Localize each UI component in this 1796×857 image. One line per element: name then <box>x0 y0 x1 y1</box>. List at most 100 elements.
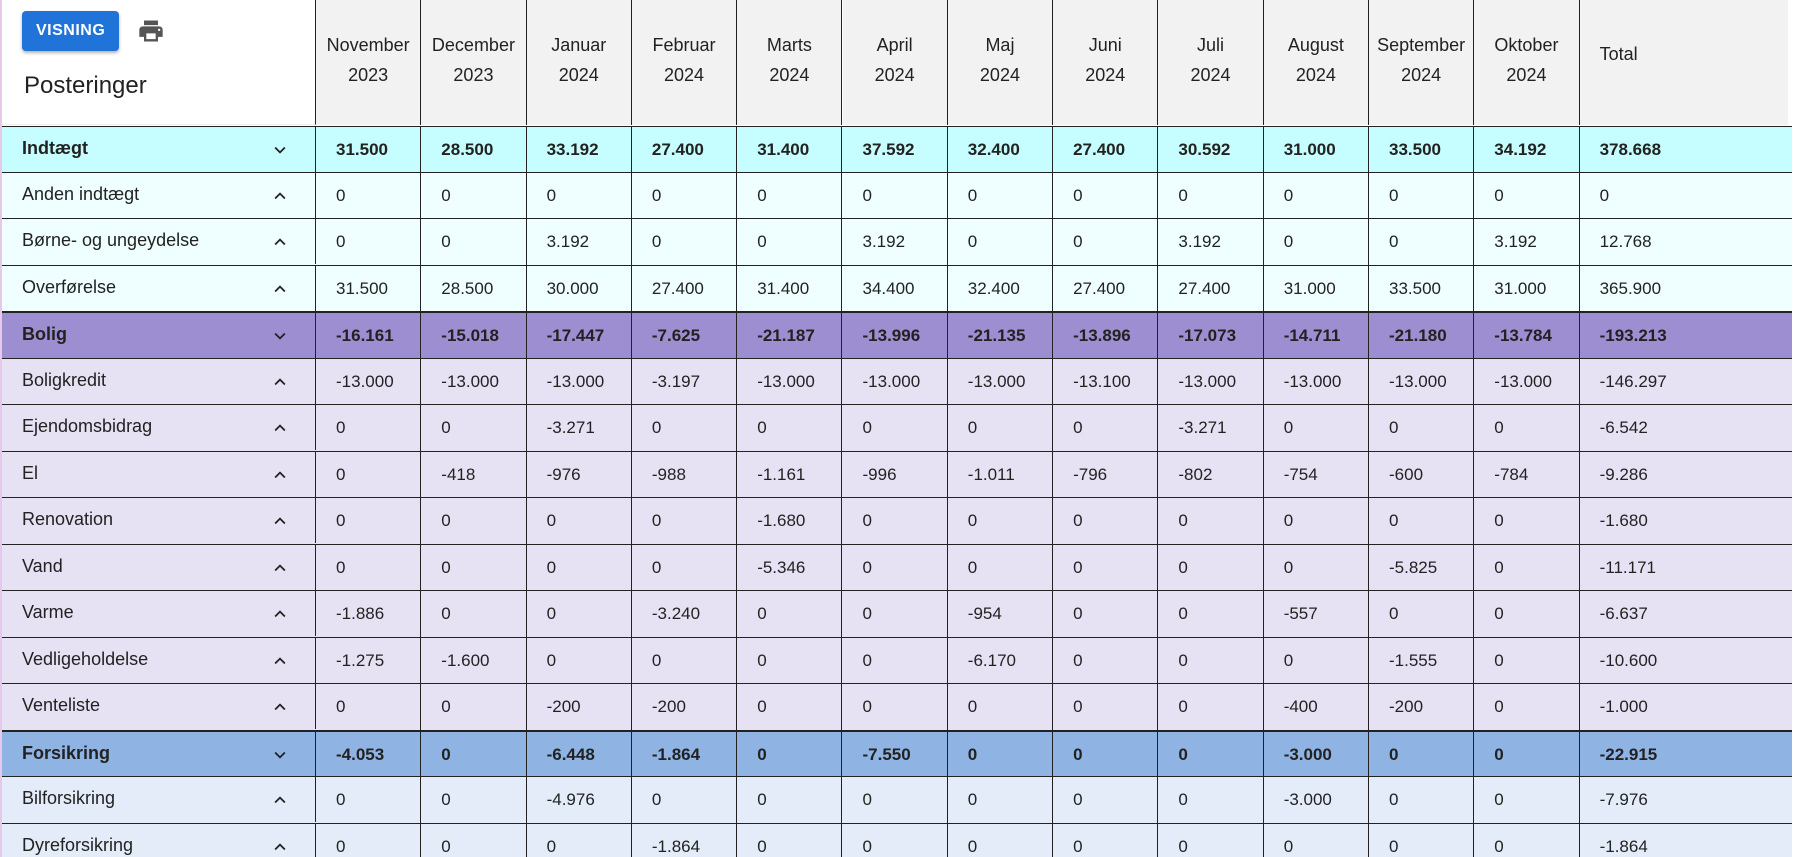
value-cell: -784 <box>1474 451 1580 497</box>
table-row: El 0 -418 -976 -988 -1.161 -996 -1.011 -796 -802-… <box>2 451 1792 498</box>
total-cell: -7.976 <box>1599 790 1648 809</box>
value-cell: 0 <box>1474 777 1580 823</box>
chevron-down-icon[interactable] <box>269 744 291 766</box>
chevron-up-icon[interactable] <box>269 557 291 579</box>
month-name: September <box>1377 35 1466 55</box>
value-cell: 0 <box>632 637 738 683</box>
chevron-up-icon[interactable] <box>269 371 291 393</box>
value-cell: 32.400 <box>948 265 1054 311</box>
value-cell: 0 <box>421 684 527 730</box>
value-cell: 0 <box>316 823 422 857</box>
row-name: Ejendomsbidrag <box>22 416 153 436</box>
chevron-up-icon[interactable] <box>269 185 291 207</box>
value-cell: -1.886 <box>316 591 422 637</box>
value-cell: 0 <box>421 219 527 265</box>
value-cell: 0 <box>737 684 843 730</box>
value-cell: 0 <box>316 219 422 265</box>
value-cell: 0 <box>948 684 1054 730</box>
month-header: September 2024 <box>1369 0 1475 125</box>
value-cell: 0 <box>1053 405 1159 451</box>
chevron-up-icon[interactable] <box>269 789 291 811</box>
month-name: Januar <box>551 35 607 55</box>
value-cell: -796 <box>1053 451 1159 497</box>
value-cell: -13.000 <box>527 358 632 404</box>
value-cell: -3.197 <box>632 358 738 404</box>
value-cell: 0 <box>1369 731 1475 777</box>
value-cell: 0 <box>1264 172 1369 218</box>
category-row: Indtægt 31.500 28.500 33.192 27.400 31.400 37.… <box>2 126 1792 173</box>
value-cell: 0 <box>527 823 632 857</box>
row-name-cell: El <box>2 451 316 497</box>
month-header: Oktober 2024 <box>1474 0 1580 125</box>
value-cell: 0 <box>843 637 948 683</box>
value-cell: -3.000 <box>1264 777 1369 823</box>
chevron-up-icon[interactable] <box>269 650 291 672</box>
month-header: Juni 2024 <box>1053 0 1159 125</box>
value-cell: -13.000 <box>843 358 948 404</box>
value-cell: -13.000 <box>421 358 527 404</box>
value-cell: 31.000 <box>1474 265 1580 311</box>
value-cell: 0 <box>843 172 948 218</box>
row-name: Anden indtægt <box>22 183 140 204</box>
value-cell: 0 <box>1369 498 1475 544</box>
value-cell: -13.000 <box>1158 358 1264 404</box>
row-name: Venteliste <box>22 695 101 715</box>
month-header-label: Oktober 2024 <box>1474 30 1578 90</box>
chevron-up-icon[interactable] <box>269 510 291 532</box>
table-row: Ejendomsbidrag 0 0 -3.271 0 0 0 0 0 -3.271 0 0 0 -6.5… <box>2 405 1792 452</box>
value-cell: 0 <box>843 684 948 730</box>
visning-button[interactable]: VISNING <box>22 11 120 51</box>
value-cell: -13.784 <box>1474 313 1580 359</box>
row-name-cell: Vedligeholdelse <box>2 637 316 683</box>
row-name-cell: Renovation <box>2 498 316 543</box>
value-cell: -1.555 <box>1369 637 1475 683</box>
value-cell: -996 <box>843 451 948 497</box>
value-cell: -754 <box>1264 451 1369 497</box>
value-cell: -200 <box>527 684 632 730</box>
row-name-cell: Indtægt <box>2 127 316 172</box>
chevron-up-icon[interactable] <box>269 696 291 718</box>
value-cell: -16.161 <box>316 313 422 359</box>
value-cell: 31.500 <box>316 127 422 173</box>
month-header-label: Maj 2024 <box>948 30 1052 90</box>
value-cell: 0 <box>1369 823 1475 857</box>
month-header: Januar 2024 <box>526 0 632 125</box>
month-year: 2024 <box>1295 65 1336 85</box>
value-cell: -13.000 <box>1264 358 1369 404</box>
chevron-up-icon[interactable] <box>269 231 291 253</box>
value-cell: 31.500 <box>316 265 422 311</box>
row-name-cell: Ejendomsbidrag <box>2 405 316 450</box>
row-name-cell: Anden indtægt <box>2 172 316 218</box>
value-cell: 0 <box>737 823 843 857</box>
value-cell: 27.400 <box>632 265 738 311</box>
value-cell: -7.625 <box>632 313 738 359</box>
chevron-down-icon[interactable] <box>269 325 291 347</box>
chevron-up-icon[interactable] <box>269 836 291 857</box>
month-header-label: December 2023 <box>421 30 525 90</box>
table-row: Børne- og ungeydelse 0 0 3.192 0 0 3.192 0 0 3.19… <box>2 219 1792 266</box>
value-cell: -4.053 <box>316 731 422 777</box>
value-cell: 0 <box>1264 405 1369 451</box>
chevron-down-icon[interactable] <box>269 139 291 161</box>
chevron-up-icon[interactable] <box>269 417 291 439</box>
chevron-up-icon[interactable] <box>269 464 291 486</box>
row-name: Børne- og ungeydelse <box>22 230 200 250</box>
printer-icon[interactable] <box>136 17 166 45</box>
value-cell: -3.271 <box>527 405 632 451</box>
month-header: April 2024 <box>842 0 948 125</box>
value-cell: 0 <box>527 172 632 218</box>
value-cell: -1.161 <box>737 451 843 497</box>
chevron-up-icon[interactable] <box>269 603 291 625</box>
value-cell: -21.187 <box>737 313 843 359</box>
value-cell: -21.180 <box>1369 313 1475 359</box>
total-cell: -11.171 <box>1599 557 1656 577</box>
value-cell: -418 <box>421 451 527 497</box>
month-year: 2023 <box>348 65 389 85</box>
chevron-up-icon[interactable] <box>269 278 291 300</box>
value-cell: 28.500 <box>421 265 527 311</box>
table-row: Venteliste 0 0 -200 -200 0 0 0 0 0 -400 -200 0 -1.000 <box>2 684 1792 731</box>
month-year: 2024 <box>1190 65 1231 85</box>
value-cell: 0 <box>421 731 527 777</box>
month-year: 2024 <box>1401 65 1442 85</box>
table-row: Anden indtægt 0 0 0 0 0 0 0 0 0 0 0 0 0 <box>2 172 1792 219</box>
